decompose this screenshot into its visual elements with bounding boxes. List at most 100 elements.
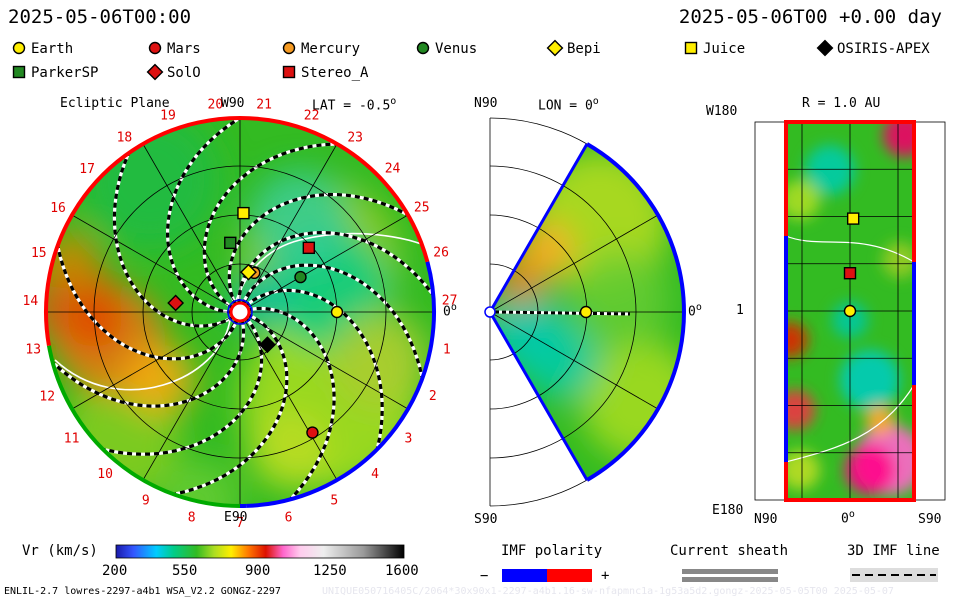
ecliptic-marker-osiris-apex: [259, 336, 276, 354]
colorbar-tick-1250: 1250: [313, 563, 347, 579]
imf-line-ecliptic: [53, 229, 239, 361]
sector-number-21: 21: [256, 97, 272, 112]
legend-marker-solo: [146, 63, 164, 81]
imf-line-ecliptic: [241, 263, 427, 395]
legend-marker-bepi: [546, 39, 564, 57]
meridional-marker-earth: [579, 305, 593, 319]
map-current-sheath: [785, 384, 915, 463]
imf-polarity-title: IMF polarity: [501, 543, 603, 559]
sector-number-5: 5: [330, 494, 338, 509]
imf-line-ecliptic: [244, 288, 384, 465]
sector-number-17: 17: [79, 162, 95, 177]
legend-marker-mars: [148, 41, 162, 55]
legend-marker-mercury: [282, 41, 296, 55]
sector-number-15: 15: [31, 246, 47, 261]
ecliptic-marker-parkersp: [224, 236, 237, 250]
colorbar-tick-200: 200: [102, 563, 128, 579]
imf-line-ecliptic: [157, 313, 289, 499]
map-zero-label: 0o: [841, 509, 855, 527]
imf-polarity-negative: [502, 569, 547, 582]
ecliptic-marker-stereo-a: [302, 241, 316, 255]
map-current-sheath: [785, 235, 915, 263]
meridional-lon-label: LON = 0o: [538, 96, 599, 114]
colorbar-tick-900: 900: [245, 563, 271, 579]
colorbar-tick-1600: 1600: [385, 563, 419, 579]
legend-label-mars: Mars: [167, 41, 201, 57]
ecliptic-marker-bepi: [240, 263, 257, 281]
meridional-grid-line: [489, 311, 659, 410]
meridional-polarity-arc: [585, 142, 686, 482]
colorbar-tick-550: 550: [172, 563, 198, 579]
vr-colorbar: [115, 544, 405, 559]
sector-number-12: 12: [39, 389, 55, 404]
imf-line-ecliptic: [87, 316, 264, 456]
imf-line-meridional: [494, 310, 631, 316]
map-mid-label: 1: [736, 303, 744, 318]
sector-number-20: 20: [208, 97, 224, 112]
legend-label-parkersp: ParkerSP: [31, 65, 98, 81]
legend-label-stereo-a: Stereo_A: [301, 65, 369, 81]
meridional-field: [490, 144, 684, 480]
ecliptic-polarity-arc: [44, 116, 430, 347]
imf-minus: −: [480, 568, 489, 584]
footer-right: UNIQUE050716405C/2064*30x90x1-2297-a4b1.…: [322, 586, 894, 597]
map-w180-label: W180: [706, 104, 738, 119]
ecliptic-bottom-label: E90: [224, 510, 248, 525]
imf-line-ecliptic: [46, 319, 246, 408]
sector-number-23: 23: [347, 130, 363, 145]
ecliptic-lat-label: LAT = -0.5o: [312, 96, 397, 114]
legend-label-solo: SolO: [167, 65, 201, 81]
sector-number-13: 13: [25, 343, 41, 358]
header-time-right: 2025-05-06T00 +0.00 day: [678, 6, 942, 28]
current-sheath-title: Current sheath: [670, 543, 789, 559]
sector-number-10: 10: [97, 467, 113, 482]
sun-marker: [229, 301, 251, 323]
legend-marker-venus: [416, 41, 430, 55]
legend-label-osiris-apex: OSIRIS-APEX: [837, 41, 930, 57]
ecliptic-polarity-arc: [46, 345, 241, 508]
sector-number-6: 6: [285, 510, 293, 525]
sector-number-27: 27: [442, 293, 458, 308]
sector-number-26: 26: [433, 245, 449, 260]
legend-label-juice: Juice: [703, 41, 745, 57]
legend-marker-stereo-a: [282, 65, 296, 79]
sector-number-16: 16: [50, 201, 66, 216]
ecliptic-title: Ecliptic Plane: [60, 96, 170, 111]
imf-line-ecliptic: [166, 118, 255, 314]
sector-number-18: 18: [117, 131, 133, 146]
legend-label-bepi: Bepi: [567, 41, 601, 57]
legend-marker-juice: [684, 41, 698, 55]
imf-line-ecliptic: [247, 306, 336, 506]
legend-marker-osiris-apex: [816, 39, 834, 57]
map-marker-stereo-a: [843, 267, 857, 280]
imf-line-ecliptic: [227, 192, 423, 306]
ecliptic-polarity-arc: [246, 261, 436, 508]
meridional-sun: [484, 306, 496, 318]
sector-number-19: 19: [160, 109, 176, 124]
imf-line-ecliptic: [112, 138, 235, 328]
map-e180-label: E180: [712, 503, 744, 518]
sector-number-2: 2: [429, 389, 437, 404]
header-time-left: 2025-05-06T00:00: [8, 6, 192, 28]
sector-number-8: 8: [188, 510, 196, 525]
imf-line-ecliptic: [237, 230, 434, 310]
current-sheath-swatch: [682, 569, 778, 574]
legend-marker-earth: [12, 41, 26, 55]
sector-number-4: 4: [371, 467, 379, 482]
map-marker-juice: [846, 212, 860, 225]
meridional-edge-bottom: [488, 311, 589, 481]
sector-number-7: 7: [236, 516, 244, 531]
imf-line-ecliptic: [202, 142, 353, 310]
meridional-n-label: N90: [474, 96, 498, 111]
sector-number-22: 22: [304, 109, 320, 124]
ecliptic-marker-solo: [167, 294, 185, 312]
sector-number-1: 1: [443, 342, 451, 357]
imf-plus: +: [601, 568, 610, 584]
sector-number-9: 9: [142, 494, 150, 509]
ecliptic-top-label: W90: [221, 96, 245, 111]
map-n90-label: N90: [754, 512, 778, 527]
footer-left: ENLIL-2.7 lowres-2297-a4b1 WSA_V2.2 GONG…: [4, 586, 281, 597]
legend-label-earth: Earth: [31, 41, 73, 57]
sector-number-24: 24: [385, 162, 401, 177]
imf-polarity-positive: [547, 569, 592, 582]
